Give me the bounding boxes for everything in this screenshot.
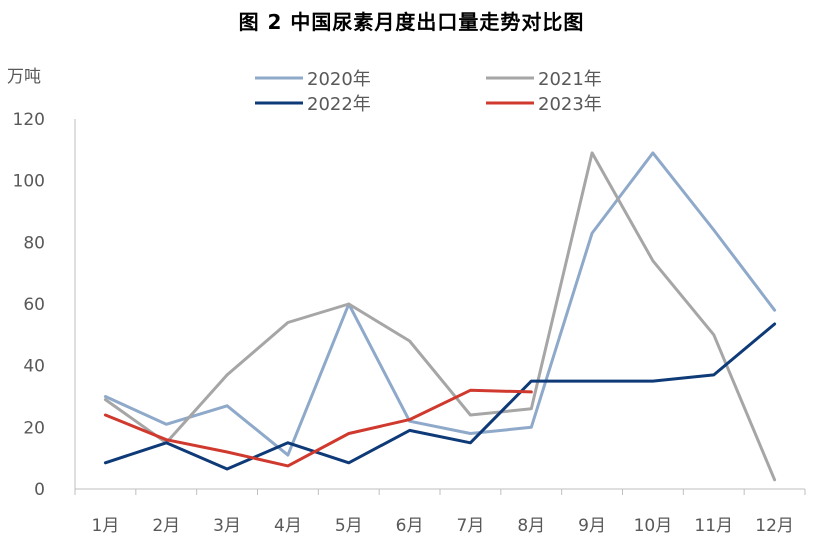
x-tick-label: 4月	[274, 516, 302, 536]
legend-label: 2020年	[307, 69, 371, 90]
legend-label: 2022年	[307, 94, 371, 115]
x-tick-label: 7月	[457, 516, 485, 536]
y-tick-label: 120	[13, 110, 45, 130]
x-tick-label: 8月	[517, 516, 545, 536]
series-line-2020年	[103, 151, 777, 457]
legend: 2020年 2021年 2022年 2023年	[255, 69, 602, 115]
chart-title: 图 2 中国尿素月度出口量走势对比图	[238, 10, 585, 34]
x-tick-label: 11月	[694, 516, 733, 536]
series-lines	[103, 151, 777, 482]
legend-label: 2023年	[538, 94, 602, 115]
x-tick-label: 9月	[578, 516, 606, 536]
x-tick-label: 6月	[396, 516, 424, 536]
y-tick-label: 40	[23, 357, 45, 377]
series-line-2021年	[103, 151, 777, 482]
x-tick-label: 5月	[335, 516, 363, 536]
y-axis-label: 万吨	[7, 67, 41, 87]
x-tick-label: 12月	[755, 516, 794, 536]
y-tick-label: 60	[23, 295, 45, 315]
y-tick-label: 20	[23, 418, 45, 438]
axes: 0 20 40 60 80 100 120 万吨 1月 2月 3月 4月 5月 6月 7月 8月 9月 10月 11…	[7, 67, 806, 536]
legend-label: 2021年	[538, 69, 602, 90]
series-line-2023年	[103, 388, 533, 468]
y-tick-label: 0	[34, 480, 45, 500]
x-tick-label: 2月	[152, 516, 180, 536]
y-tick-label: 100	[13, 172, 45, 192]
x-tick-label: 1月	[92, 516, 120, 536]
x-tick-label: 10月	[634, 516, 673, 536]
x-tick-label: 3月	[213, 516, 241, 536]
y-tick-label: 80	[23, 233, 45, 253]
series-line-2022年	[103, 322, 777, 471]
